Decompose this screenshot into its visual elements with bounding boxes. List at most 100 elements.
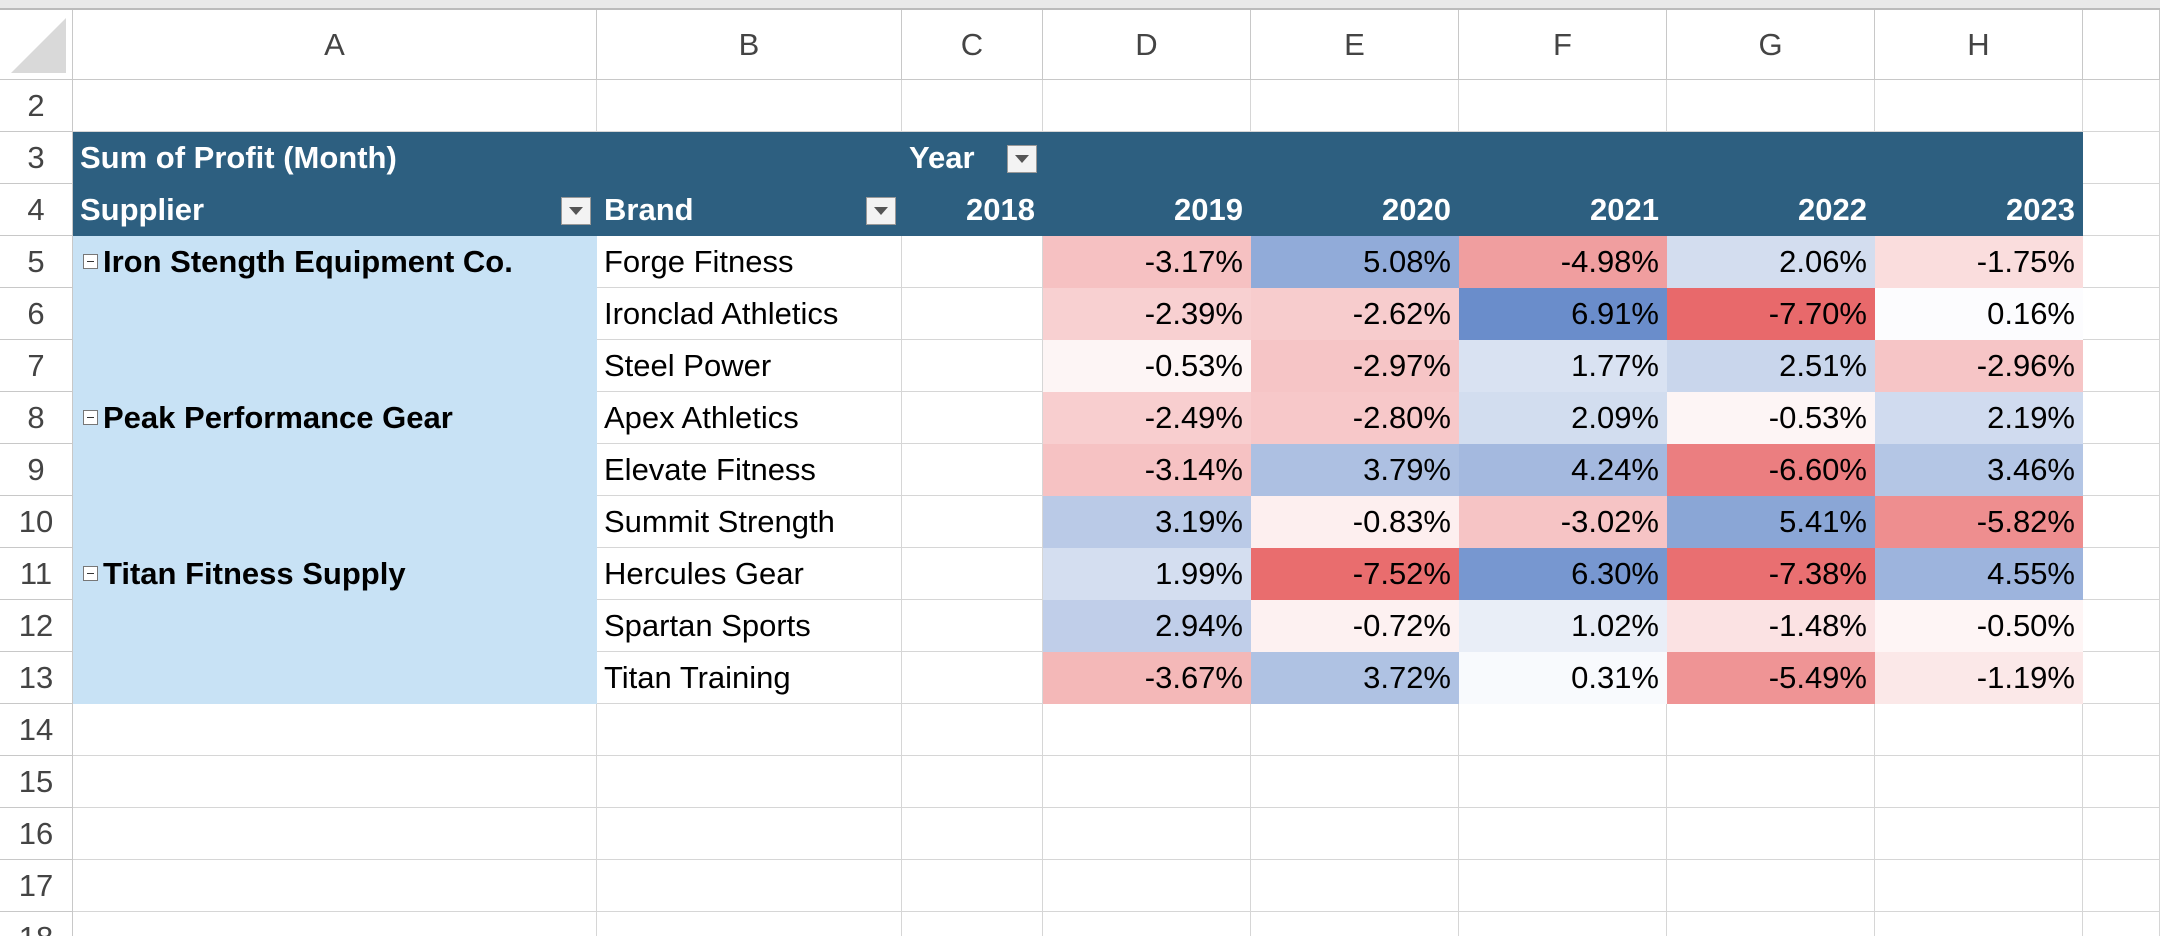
value-cell: 0.16% — [1875, 288, 2083, 340]
collapse-button[interactable] — [83, 410, 98, 425]
column-header[interactable]: G — [1667, 10, 1875, 80]
column-header[interactable]: H — [1875, 10, 2083, 80]
value-cell: -0.83% — [1251, 496, 1459, 548]
row-header[interactable]: 5 — [0, 236, 73, 288]
cell — [1459, 756, 1667, 808]
column-header[interactable]: D — [1043, 10, 1251, 80]
cell — [73, 704, 597, 756]
cell — [2083, 600, 2160, 652]
row-header[interactable]: 10 — [0, 496, 73, 548]
cell — [902, 548, 1043, 600]
value-cell: 5.08% — [1251, 236, 1459, 288]
cell — [1251, 912, 1459, 936]
cell — [597, 860, 902, 912]
value-cell: 3.46% — [1875, 444, 2083, 496]
value-cell: -0.50% — [1875, 600, 2083, 652]
select-all[interactable] — [0, 10, 73, 80]
row-header[interactable]: 9 — [0, 444, 73, 496]
value-cell: 1.77% — [1459, 340, 1667, 392]
row-header[interactable]: 15 — [0, 756, 73, 808]
value-cell: -1.19% — [1875, 652, 2083, 704]
value-cell: -3.17% — [1043, 236, 1251, 288]
value-cell: -3.67% — [1043, 652, 1251, 704]
row-header[interactable]: 8 — [0, 392, 73, 444]
cell — [1459, 704, 1667, 756]
cell — [902, 80, 1043, 132]
column-header[interactable]: A — [73, 10, 597, 80]
row-header[interactable]: 7 — [0, 340, 73, 392]
cell — [902, 704, 1043, 756]
value-cell: 2.19% — [1875, 392, 2083, 444]
column-header[interactable]: C — [902, 10, 1043, 80]
cell — [1251, 860, 1459, 912]
cell — [2083, 652, 2160, 704]
row-header[interactable]: 2 — [0, 80, 73, 132]
brand-label: Elevate Fitness — [597, 444, 902, 496]
cell — [902, 756, 1043, 808]
row-header[interactable]: 18 — [0, 912, 73, 936]
row-header[interactable]: 12 — [0, 600, 73, 652]
cell — [1875, 80, 2083, 132]
cell — [2083, 444, 2160, 496]
row-header[interactable]: 6 — [0, 288, 73, 340]
cell — [2083, 184, 2160, 236]
cell — [1043, 860, 1251, 912]
row-header[interactable]: 14 — [0, 704, 73, 756]
cell — [597, 756, 902, 808]
filter-button[interactable] — [866, 197, 896, 225]
cell — [902, 860, 1043, 912]
year-header: 2021 — [1590, 192, 1659, 227]
supplier-label: Peak Performance Gear — [103, 400, 453, 435]
value-cell: -2.49% — [1043, 392, 1251, 444]
cell — [73, 860, 597, 912]
value-cell: -2.97% — [1251, 340, 1459, 392]
row-header[interactable]: 3 — [0, 132, 73, 184]
row-field: Brand — [604, 192, 694, 227]
value-cell: 5.41% — [1667, 496, 1875, 548]
row-header[interactable]: 11 — [0, 548, 73, 600]
filter-button[interactable] — [1007, 145, 1037, 173]
row-header[interactable]: 13 — [0, 652, 73, 704]
cell — [902, 652, 1043, 704]
collapse-button[interactable] — [83, 566, 98, 581]
value-cell: -6.60% — [1667, 444, 1875, 496]
column-header[interactable]: F — [1459, 10, 1667, 80]
value-cell: -0.53% — [1667, 392, 1875, 444]
cell — [2083, 704, 2160, 756]
value-cell: 1.99% — [1043, 548, 1251, 600]
value-cell: -2.80% — [1251, 392, 1459, 444]
supplier-cell — [73, 392, 597, 548]
cell — [1667, 808, 1875, 860]
value-cell: 6.91% — [1459, 288, 1667, 340]
value-cell: 6.30% — [1459, 548, 1667, 600]
value-cell: 3.72% — [1251, 652, 1459, 704]
year-header: 2018 — [966, 192, 1035, 227]
cell — [1251, 80, 1459, 132]
year-header: 2023 — [2006, 192, 2075, 227]
cell — [1251, 808, 1459, 860]
cell — [2083, 392, 2160, 444]
value-cell: -0.53% — [1043, 340, 1251, 392]
brand-label: Titan Training — [597, 652, 902, 704]
collapse-button[interactable] — [83, 254, 98, 269]
column-header[interactable]: B — [597, 10, 902, 80]
cell — [1043, 912, 1251, 936]
cell — [1875, 808, 2083, 860]
cell — [1251, 756, 1459, 808]
filter-button[interactable] — [561, 197, 591, 225]
cell — [597, 808, 902, 860]
cell — [902, 496, 1043, 548]
value-cell: -1.48% — [1667, 600, 1875, 652]
value-cell: -7.52% — [1251, 548, 1459, 600]
row-header[interactable]: 17 — [0, 860, 73, 912]
year-header: 2020 — [1382, 192, 1451, 227]
value-cell: -1.75% — [1875, 236, 2083, 288]
row-header[interactable]: 4 — [0, 184, 73, 236]
brand-label: Ironclad Athletics — [597, 288, 902, 340]
cell — [1667, 704, 1875, 756]
column-header[interactable]: E — [1251, 10, 1459, 80]
row-header[interactable]: 16 — [0, 808, 73, 860]
value-cell: 4.24% — [1459, 444, 1667, 496]
